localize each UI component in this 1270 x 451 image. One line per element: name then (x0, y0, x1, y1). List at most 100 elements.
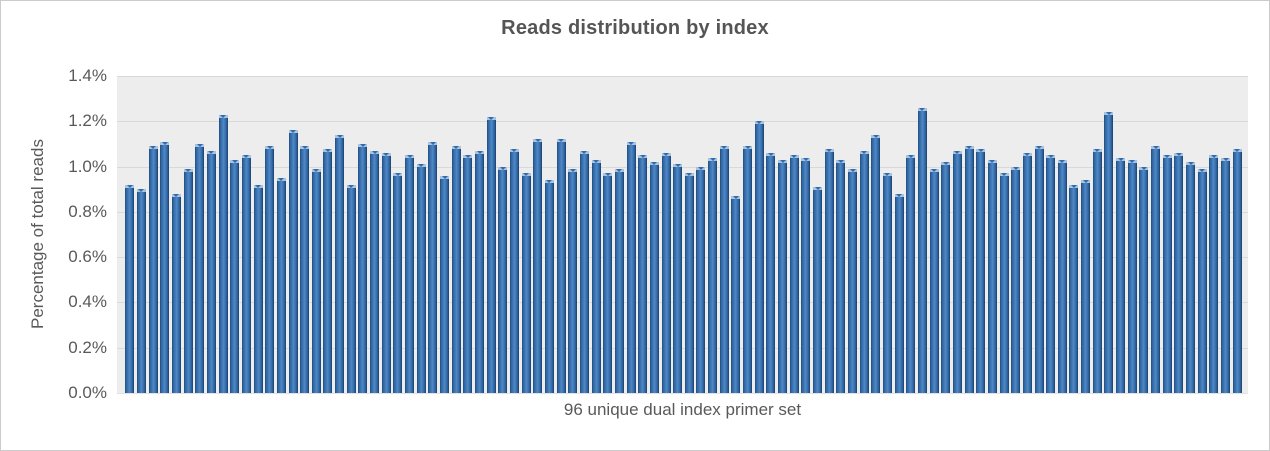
bar-slot (800, 76, 812, 393)
bar-slot (462, 76, 474, 393)
bar-top-cap (451, 146, 461, 150)
bar-top-cap (626, 141, 636, 145)
bar-top-cap (276, 177, 286, 181)
bar-top-cap (1127, 159, 1137, 163)
bar-top-cap (393, 173, 403, 177)
bar-slot (345, 76, 357, 393)
bar-53 (731, 196, 741, 393)
bar-slot (882, 76, 894, 393)
bar-top-cap (789, 155, 799, 159)
bar-slot (812, 76, 824, 393)
bar-51 (708, 157, 718, 393)
bar-34 (509, 148, 519, 393)
bar-slot (520, 76, 532, 393)
bar-top-cap (964, 146, 974, 150)
bar-slot (392, 76, 404, 393)
bar-slot (334, 76, 346, 393)
bar-top-cap (568, 168, 578, 172)
bar-slot (182, 76, 194, 393)
bar-top-cap (358, 143, 368, 147)
bar-top-cap (661, 153, 671, 156)
bar-top-cap (579, 150, 589, 154)
bar-top-cap (521, 173, 531, 177)
bar-49 (684, 173, 694, 393)
bar-slot (742, 76, 754, 393)
bar-slot (987, 76, 999, 393)
bar-series (117, 76, 1248, 393)
bar-top-cap (743, 146, 753, 150)
bar-32 (486, 116, 496, 393)
bar-slot (1103, 76, 1115, 393)
bar-89 (1151, 146, 1161, 393)
bar-75 (987, 159, 997, 393)
bar-slot (555, 76, 567, 393)
bar-38 (556, 139, 566, 393)
bar-top-cap (952, 150, 962, 154)
bar-top-cap (1174, 153, 1184, 156)
bar-4 (160, 141, 170, 393)
bar-slot (369, 76, 381, 393)
bar-top-cap (766, 153, 776, 156)
bar-slot (299, 76, 311, 393)
bar-top-cap (848, 168, 858, 172)
bar-slot (474, 76, 486, 393)
bar-slot (171, 76, 183, 393)
bar-slot (928, 76, 940, 393)
bar-top-cap (171, 193, 181, 197)
bar-64 (859, 150, 869, 393)
bar-slot (1150, 76, 1162, 393)
y-tick-label: 0.4% (68, 292, 107, 312)
bar-top-cap (1232, 148, 1242, 152)
bar-94 (1209, 155, 1219, 393)
bar-top-cap (684, 173, 694, 177)
bar-slot (322, 76, 334, 393)
bar-27 (428, 141, 438, 393)
bar-top-cap (241, 155, 251, 159)
bar-top-cap (824, 148, 834, 152)
bar-top-cap (976, 148, 986, 152)
bar-top-cap (649, 162, 659, 165)
bar-top-cap (731, 196, 741, 199)
bar-74 (976, 148, 986, 393)
bar-top-cap (323, 148, 333, 152)
chart-title: Reads distribution by index (501, 17, 769, 39)
bar-slot (380, 76, 392, 393)
bar-slot (695, 76, 707, 393)
bar-52 (719, 146, 729, 393)
bar-top-cap (813, 186, 823, 190)
bar-42 (603, 173, 613, 393)
bar-68 (906, 155, 916, 393)
bar-top-cap (346, 184, 356, 188)
bar-slot (1010, 76, 1022, 393)
bar-top-cap (160, 141, 170, 145)
bar-top-cap (1104, 112, 1114, 116)
bar-top-cap (335, 134, 345, 138)
bar-70 (929, 168, 939, 393)
bar-1 (125, 184, 135, 393)
bar-3 (148, 146, 158, 393)
bar-top-cap (206, 150, 216, 154)
bar-88 (1139, 166, 1149, 393)
bar-top-cap (1116, 157, 1126, 161)
bar-slot (952, 76, 964, 393)
bar-19 (335, 134, 345, 393)
gridline (117, 166, 1248, 168)
bar-slot (287, 76, 299, 393)
bar-top-cap (533, 139, 543, 143)
bar-top-cap (498, 166, 508, 170)
bar-80 (1046, 155, 1056, 393)
bar-top-cap (311, 168, 321, 172)
bar-14 (276, 177, 286, 393)
bar-top-cap (1092, 148, 1102, 152)
bar-79 (1034, 146, 1044, 393)
bar-top-cap (370, 150, 380, 154)
gridline (117, 302, 1248, 304)
bar-slot (1138, 76, 1150, 393)
bar-43 (614, 168, 624, 393)
bar-7 (195, 143, 205, 393)
bar-slot (567, 76, 579, 393)
bar-slot (206, 76, 218, 393)
bar-83 (1081, 180, 1091, 393)
bar-top-cap (591, 159, 601, 163)
bar-slot (509, 76, 521, 393)
